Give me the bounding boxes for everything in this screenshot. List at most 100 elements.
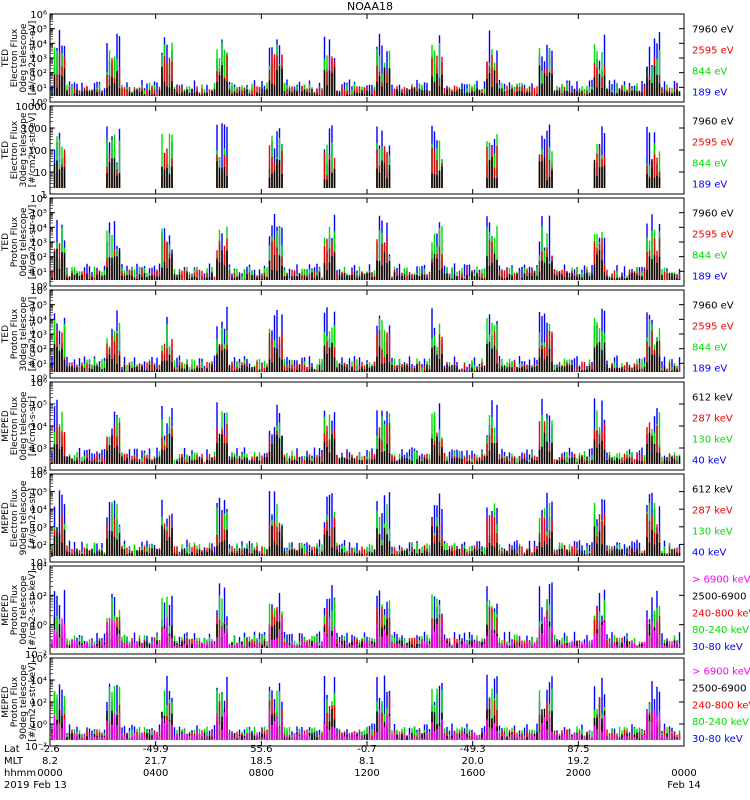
legend-entry: 80-240 keV xyxy=(692,625,749,636)
y-axis-label: TED xyxy=(1,325,11,344)
panel-5: 10² 10³ 10⁴ 10⁵ 10⁶ MEPED Electron Flux 0deg te… xyxy=(1,378,733,477)
legend-entry: 40 keV xyxy=(692,547,726,558)
trace-green xyxy=(51,226,681,280)
y-axis-label: 90deg telescope xyxy=(19,664,29,739)
y-axis-label: [#/cm2-s-str-eV] xyxy=(28,205,38,280)
trace-black xyxy=(51,65,681,96)
y-tick-label: 10² xyxy=(30,253,47,264)
legend-entry: 189 eV xyxy=(692,271,727,282)
trace-blue xyxy=(51,490,681,556)
legend-entry: 2500-6900 xyxy=(692,591,747,602)
y-tick-label: 10⁴ xyxy=(30,223,47,234)
y-axis-label: [#/cm2-s-str-keV] xyxy=(28,662,38,741)
y-tick-label: 10⁴ xyxy=(30,676,47,687)
trace-magenta xyxy=(51,709,681,740)
mlt-value: 8.2 xyxy=(42,756,58,767)
lat-value: 55.6 xyxy=(250,744,272,755)
y-tick-label: 10⁰ xyxy=(30,374,47,385)
y-tick-label: 10⁶ xyxy=(30,10,47,21)
y-tick-label: 10⁴ xyxy=(30,315,47,326)
y-tick-label: 10000 xyxy=(15,102,47,113)
legend-entry: 7960 eV xyxy=(692,24,734,35)
trace-red xyxy=(51,513,681,556)
y-axis-label: 0deg telescope xyxy=(19,575,29,645)
legend-entry: 130 keV xyxy=(692,434,733,445)
lat-value: -49.9 xyxy=(143,744,169,755)
y-axis-label: [#/cm2-s-str-eV] xyxy=(28,297,38,372)
trace-black xyxy=(51,432,681,464)
legend-entry: 2595 eV xyxy=(692,45,734,56)
y-axis-label: 90deg telescope xyxy=(19,480,29,555)
time-value: 1600 xyxy=(460,768,485,779)
y-axis-label: [#/cm2-s-str] xyxy=(28,396,38,456)
trace-blue xyxy=(51,306,681,372)
trace-black xyxy=(51,248,681,280)
time-value: 2000 xyxy=(566,768,591,779)
mlt-value: 21.7 xyxy=(145,756,167,767)
y-tick-label: 10³ xyxy=(30,238,47,249)
y-tick-label: 10 xyxy=(34,168,47,179)
y-axis-label: 0deg telescope xyxy=(19,23,29,93)
y-axis-label: 30deg telescope xyxy=(19,296,29,371)
trace-red xyxy=(51,697,681,740)
lat-value: -0.7 xyxy=(357,744,377,755)
trace-green xyxy=(51,317,681,372)
axis-row-label: 2019 xyxy=(4,780,29,791)
trace-green xyxy=(53,133,661,188)
y-axis-label: Electron Flux xyxy=(10,28,20,87)
legend-entry: 189 eV xyxy=(692,179,727,190)
y-axis-label: [#/cm2-s-str-keV] xyxy=(28,570,38,649)
legend-entry: 287 keV xyxy=(692,413,733,424)
time-value: 1200 xyxy=(354,768,379,779)
trace-blue xyxy=(51,582,681,648)
y-tick-label: 10¹ xyxy=(30,558,47,569)
legend-entry: 2595 eV xyxy=(692,137,734,148)
y-axis-label: Proton Flux xyxy=(10,216,20,267)
y-axis-label: MEPED xyxy=(1,410,11,442)
trace-green xyxy=(51,410,681,464)
y-tick-label: 10⁰ xyxy=(30,98,47,109)
y-tick-label: 100 xyxy=(28,146,47,157)
y-tick-label: 10⁻² xyxy=(25,742,47,753)
legend-entry: 2595 eV xyxy=(692,321,734,332)
y-tick-label: 10² xyxy=(30,69,47,80)
legend-entry: 2595 eV xyxy=(692,229,734,240)
panel-2: 1 10 100 1000 10000 TED Electron Flux 30deg tel… xyxy=(1,102,734,201)
y-tick-label: 10² xyxy=(30,591,47,602)
y-axis-label: TED xyxy=(1,141,11,160)
y-tick-label: 10¹ xyxy=(30,267,47,278)
y-tick-label: 10⁵ xyxy=(30,25,47,36)
trace-black xyxy=(53,341,678,372)
legend-entry: 189 eV xyxy=(692,87,727,98)
y-axis-label: TED xyxy=(1,233,11,252)
trace-blue xyxy=(53,123,661,188)
y-tick-label: 10⁶ xyxy=(30,654,47,665)
y-tick-label: 10³ xyxy=(30,523,47,534)
axis-row-label: hhmm xyxy=(4,768,36,779)
trace-green xyxy=(53,686,681,740)
y-tick-label: 10² xyxy=(30,466,47,477)
y-axis-label: Electron Flux xyxy=(10,120,20,179)
y-tick-label: 10² xyxy=(30,698,47,709)
trace-red xyxy=(51,330,681,372)
y-tick-label: 10⁶ xyxy=(30,194,47,205)
panel-4: 10⁰ 10¹ 10² 10³ 10⁴ 10⁵ 10⁶ TED Proton Flux 30deg… xyxy=(1,286,734,385)
y-axis-label: [#/cm2-s-str] xyxy=(28,488,38,548)
trace-green xyxy=(51,502,678,556)
y-axis-label: MEPED xyxy=(1,594,11,626)
flux-traces xyxy=(51,582,681,648)
y-tick-label: 10⁴ xyxy=(30,422,47,433)
y-tick-label: 10² xyxy=(30,345,47,356)
y-tick-label: 10³ xyxy=(30,444,47,455)
panel-6: 10¹ 10² 10³ 10⁴ 10⁵ 10⁶ MEPED Electron Flux 90de… xyxy=(1,470,733,569)
y-axis-label: MEPED xyxy=(1,502,11,534)
y-tick-label: 10⁶ xyxy=(30,470,47,481)
flux-traces xyxy=(51,29,681,96)
time-value: 0000 xyxy=(671,768,696,779)
flux-traces xyxy=(51,490,681,556)
trace-black xyxy=(51,525,681,556)
legend-entry: 7960 eV xyxy=(692,116,734,127)
y-axis-label: Proton Flux xyxy=(10,676,20,727)
legend-entry: 40 keV xyxy=(692,455,726,466)
